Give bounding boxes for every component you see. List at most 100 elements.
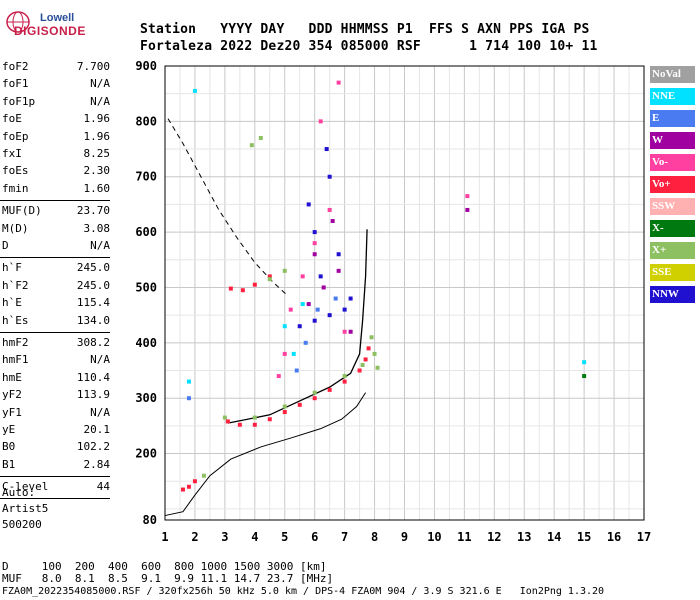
y-tick-label: 400 (135, 336, 157, 350)
param-name: C-level (2, 480, 49, 494)
param-value: 2.84 (83, 457, 111, 471)
legend-item-x-: X+ (650, 242, 695, 259)
legend-item-w: W (650, 132, 695, 149)
echo-point-s1-13 (258, 135, 263, 140)
echo-point-s2-4 (318, 274, 323, 279)
legend-item-sse: SSE (650, 264, 695, 281)
auto-label: Auto: (2, 486, 36, 499)
echo-point-s1-3 (312, 390, 317, 395)
param-name: M(D) (2, 221, 29, 235)
echo-point-s4-3 (327, 207, 332, 212)
echo-point-s2-9 (324, 147, 329, 152)
y-tick-label: 500 (135, 280, 157, 294)
echo-point-s4-8 (336, 80, 341, 85)
param-name: D (2, 239, 9, 252)
param-name: hmF1 (2, 353, 29, 367)
echo-point-s3-5 (330, 219, 335, 224)
panel-separator (0, 498, 110, 500)
x-tick-label: 15 (577, 530, 591, 544)
param-value: 102.2 (76, 440, 110, 454)
param-name: fmin (2, 181, 29, 195)
echo-point-s1-10 (282, 268, 287, 273)
x-tick-label: 2 (191, 530, 198, 544)
logo-globe-icon (6, 11, 30, 33)
echo-point-s4-2 (312, 241, 317, 246)
y-tick-label: 800 (135, 114, 157, 128)
param-value: 308.2 (76, 336, 110, 349)
echo-point-s2-10 (348, 296, 353, 301)
echo-point-s0-0 (225, 419, 230, 424)
param-name: hmE (2, 370, 22, 384)
x-tick-label: 6 (311, 530, 318, 544)
param-value: 115.4 (76, 296, 110, 310)
param-name: foEp (2, 129, 29, 143)
echo-point-s0-1 (237, 422, 242, 427)
echo-point-s1-11 (201, 473, 206, 478)
x-tick-label: 17 (637, 530, 651, 544)
param-value: 23.70 (76, 204, 110, 218)
echo-point-s4-4 (342, 329, 347, 334)
x-tick-label: 4 (251, 530, 258, 544)
digisonde-logo (6, 8, 96, 44)
header-row-labels: Station YYYY DAY DDD HHMMSS P1 FFS S AXN… (140, 22, 590, 37)
echo-point-s3-0 (306, 302, 311, 307)
echo-point-s1-6 (372, 351, 377, 356)
legend-item-nnw: NNW (650, 286, 695, 303)
echo-point-s0-18 (180, 487, 185, 492)
echo-point-s1-12 (249, 143, 254, 148)
echo-point-s1-5 (360, 362, 365, 367)
echo-point-s6-0 (303, 340, 308, 345)
echo-point-s4-7 (318, 119, 323, 124)
x-tick-label: 10 (427, 530, 441, 544)
legend-item-e: E (650, 110, 695, 127)
param-name: h`F2 (2, 278, 29, 292)
param-name: yF2 (2, 388, 22, 402)
echo-point-s6-1 (315, 307, 320, 312)
panel-separator (0, 476, 110, 478)
logo-text-digisonde: DIGISONDE (14, 24, 86, 38)
param-value: 44 (96, 480, 110, 494)
echo-point-s2-6 (312, 230, 317, 235)
param-name: foF1p (2, 94, 36, 108)
auto-code: 500200 (2, 518, 42, 531)
echo-point-s5-3 (192, 88, 197, 93)
echo-point-s7-0 (582, 374, 587, 379)
echo-point-s2-2 (327, 313, 332, 318)
echo-point-s1-4 (342, 374, 347, 379)
echo-point-s5-0 (291, 351, 296, 356)
param-value: 1.96 (83, 129, 111, 143)
echo-point-s6-3 (294, 368, 299, 373)
param-value: N/A (90, 77, 110, 91)
x-tick-label: 9 (401, 530, 408, 544)
logo-text-lowell: Lowell (40, 12, 75, 24)
y-tick-label: 600 (135, 225, 157, 239)
param-value: N/A (90, 239, 110, 252)
echo-point-s1-9 (267, 277, 272, 282)
legend-item-noval: NoVal (650, 66, 695, 83)
file-info-row: FZA0M_2022354085000.RSF / 320fx256h 50 k… (2, 586, 605, 597)
echo-point-s0-4 (282, 410, 287, 415)
echo-point-s2-8 (327, 174, 332, 179)
echo-point-s0-15 (267, 274, 272, 279)
header-row-values: Fortaleza 2022 Dez20 354 085000 RSF 1 71… (140, 39, 598, 54)
x-tick-label: 8 (371, 530, 378, 544)
echo-point-s3-3 (348, 329, 353, 334)
echo-point-s5-5 (582, 360, 587, 365)
virtual-height-trace-curve (227, 229, 368, 424)
echo-point-s3-2 (336, 268, 341, 273)
param-name: foE (2, 112, 22, 126)
param-name: B0 (2, 440, 16, 454)
param-value: 245.0 (76, 278, 110, 292)
echo-point-s0-16 (192, 479, 197, 484)
echo-point-s3-1 (321, 285, 326, 290)
param-value: 110.4 (76, 370, 110, 384)
param-value: 134.0 (76, 313, 110, 327)
true-height-profile-curve (164, 392, 367, 517)
legend-item-vo-: Vo- (650, 154, 695, 171)
y-tick-label: 200 (135, 447, 157, 461)
echo-point-s4-0 (288, 307, 293, 312)
param-value: 7.700 (76, 60, 110, 73)
x-tick-label: 5 (281, 530, 288, 544)
legend-item-nne: NNE (650, 88, 695, 105)
echo-point-s0-8 (342, 379, 347, 384)
